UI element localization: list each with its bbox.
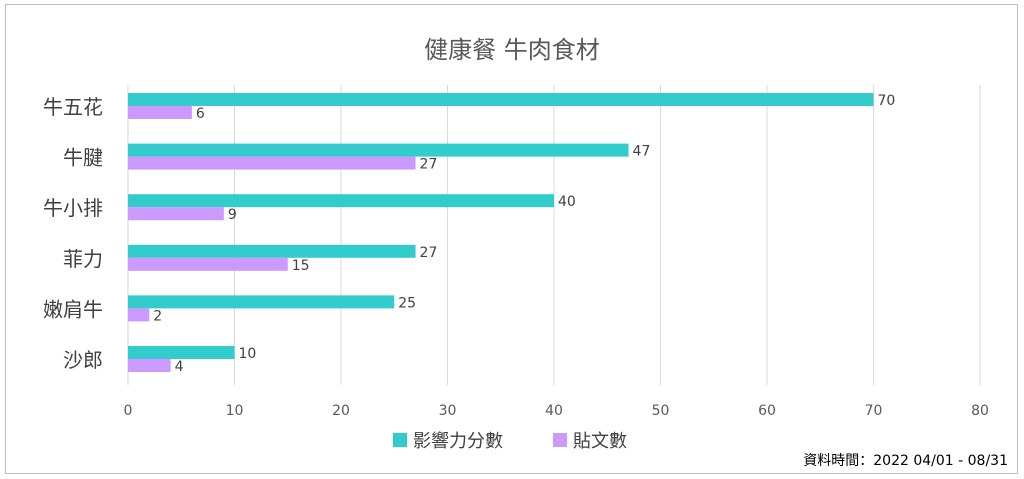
category-label: 牛小排 [43,196,103,220]
data-label: 47 [633,144,651,160]
x-tick-label: 50 [652,403,670,419]
bars: 70 6 47 27 40 9 27 15 25 2 10 4 [128,93,895,375]
data-label: 15 [292,258,310,274]
data-label: 2 [153,308,162,324]
bar-posts [128,359,171,372]
data-label: 27 [420,157,438,173]
x-tick-label: 40 [545,403,563,419]
data-label: 70 [878,93,896,109]
bar-influence [128,143,629,157]
category-label: 菲力 [63,247,103,271]
bar-posts [128,106,192,119]
data-label: 9 [228,207,237,223]
bar-posts [128,257,288,271]
category-label: 嫩肩牛 [43,297,103,321]
x-tick-label: 60 [758,403,776,419]
category-label: 牛腱 [63,146,103,170]
bar-influence [128,194,554,208]
data-label: 4 [175,359,184,375]
legend: 影響力分數 貼文數 [393,431,627,452]
legend-label-influence: 影響力分數 [413,431,503,452]
bar-posts [128,156,416,170]
bar-posts [128,308,150,322]
data-label: 25 [398,295,416,311]
bar-influence [128,346,235,359]
bar-influence [128,93,874,106]
x-tick-label: 20 [332,403,350,419]
bar-influence [128,295,395,309]
x-tick-label: 0 [124,403,133,419]
bar-posts [128,207,224,221]
x-axis-ticks: 0 10 20 30 40 50 60 70 80 [124,403,989,419]
x-tick-label: 30 [439,403,457,419]
bar-influence [128,244,416,258]
gridlines [127,85,981,385]
legend-swatch-posts [553,433,567,447]
data-label: 27 [420,245,438,261]
x-tick-label: 80 [971,403,989,419]
legend-label-posts: 貼文數 [573,431,627,452]
data-label: 40 [558,194,576,210]
legend-swatch-influence [393,433,407,447]
data-label: 6 [196,106,205,122]
x-tick-label: 70 [865,403,883,419]
category-label: 沙郎 [63,348,103,372]
category-label: 牛五花 [43,95,103,119]
chart-title: 健康餐 牛肉食材 [424,36,600,64]
data-label: 10 [239,346,257,362]
data-period-footnote: 資料時間：2022 04/01 - 08/31 [803,453,1008,469]
x-tick-label: 10 [226,403,244,419]
chart-frame [5,4,1018,474]
